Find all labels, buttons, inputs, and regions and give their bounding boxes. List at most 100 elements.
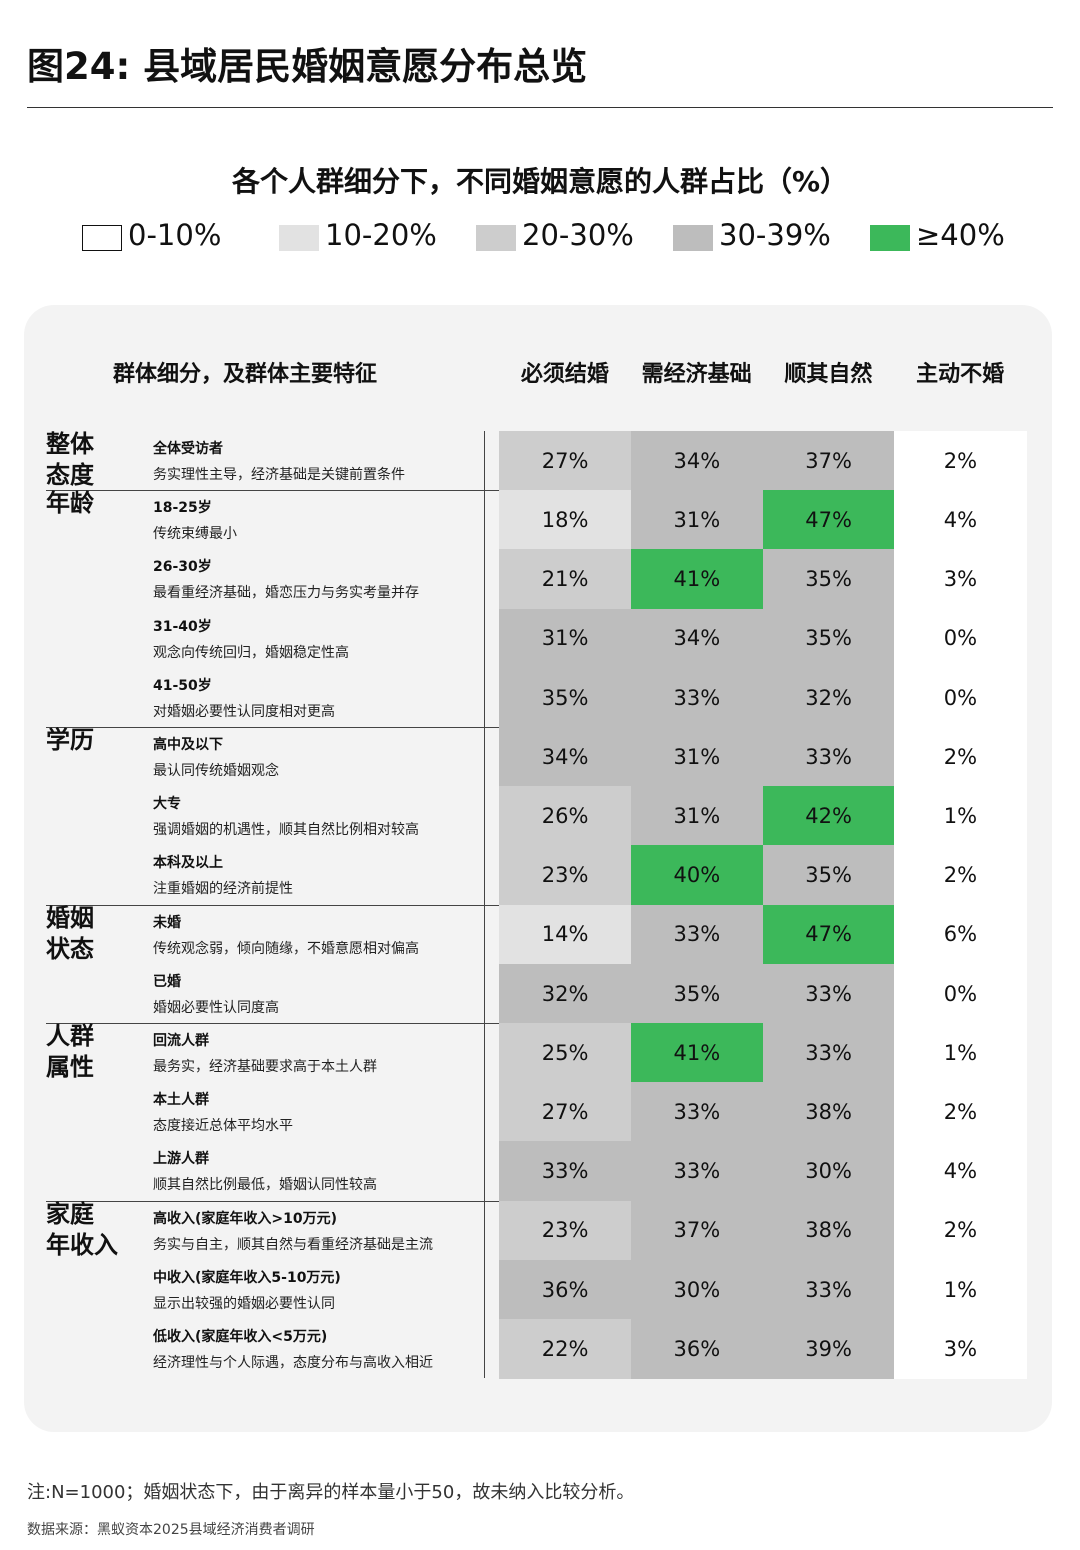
row-label: 高中及以下 bbox=[153, 737, 223, 753]
table-cell: 1% bbox=[894, 1023, 1027, 1083]
row-label: 回流人群 bbox=[153, 1033, 209, 1049]
table-cell: 21% bbox=[499, 549, 632, 610]
table-cell: 41% bbox=[630, 549, 763, 610]
group-name: 家庭 年收入 bbox=[46, 1199, 118, 1259]
title-rule bbox=[27, 107, 1053, 108]
chart-title: 各个人群细分下，不同婚姻意愿的人群占比（%） bbox=[231, 165, 849, 198]
table-cell: 39% bbox=[762, 1319, 895, 1379]
row-desc: 强调婚姻的机遇性，顺其自然比例相对较高 bbox=[153, 822, 419, 839]
legend-swatch bbox=[870, 225, 910, 251]
table-cell: 47% bbox=[762, 904, 895, 965]
row-desc: 婚姻必要性认同度高 bbox=[153, 999, 279, 1016]
table-cell: 33% bbox=[630, 1082, 763, 1142]
table-cell: 3% bbox=[894, 1319, 1027, 1379]
row-desc: 注重婚姻的经济前提性 bbox=[153, 881, 293, 898]
group-name: 人群 属性 bbox=[46, 1022, 94, 1081]
table-cell: 36% bbox=[499, 1259, 632, 1320]
legend-swatch bbox=[82, 225, 122, 251]
table-cell: 0% bbox=[894, 667, 1027, 728]
column-header: 必须结婚 bbox=[520, 362, 609, 387]
table-cell: 34% bbox=[630, 431, 763, 491]
table-cell: 33% bbox=[762, 1259, 895, 1320]
legend-label: 20-30% bbox=[522, 218, 634, 252]
table-cell: 33% bbox=[630, 1141, 763, 1202]
legend-label: 0-10% bbox=[128, 218, 222, 252]
table-cell: 35% bbox=[762, 549, 895, 610]
table-cell: 33% bbox=[499, 1141, 632, 1202]
row-desc: 显示出较强的婚姻必要性认同 bbox=[153, 1295, 335, 1312]
table-cell: 32% bbox=[762, 667, 895, 728]
row-desc: 顺其自然比例最低，婚姻认同性较高 bbox=[153, 1177, 377, 1194]
column-header: 顺其自然 bbox=[784, 362, 873, 387]
table-cell: 37% bbox=[762, 431, 895, 491]
table-cell: 33% bbox=[630, 667, 763, 728]
table-cell: 31% bbox=[630, 786, 763, 846]
row-desc: 最认同传统婚姻观念 bbox=[153, 763, 279, 779]
row-desc: 对婚姻必要性认同度相对更高 bbox=[153, 703, 335, 720]
row-label: 未婚 bbox=[153, 914, 181, 931]
row-desc: 观念向传统回归，婚姻稳定性高 bbox=[153, 644, 349, 661]
legend-label: 30-39% bbox=[719, 218, 831, 252]
group-name: 学历 bbox=[46, 726, 94, 754]
row-label: 已婚 bbox=[153, 973, 181, 990]
legend-swatch bbox=[476, 225, 516, 251]
row-label: 18-25岁 bbox=[153, 500, 212, 517]
table-cell: 27% bbox=[499, 1082, 632, 1142]
table-cell: 35% bbox=[762, 845, 895, 906]
table-cell: 31% bbox=[499, 608, 632, 669]
legend-label: ≥40% bbox=[916, 218, 1005, 252]
group-name: 婚姻 状态 bbox=[46, 903, 94, 963]
row-desc: 态度接近总体平均水平 bbox=[153, 1118, 293, 1135]
table-cell: 33% bbox=[762, 963, 895, 1024]
legend-swatch bbox=[673, 225, 713, 251]
table-cell: 26% bbox=[499, 786, 632, 846]
table-cell: 2% bbox=[894, 1200, 1027, 1261]
table-cell: 25% bbox=[499, 1023, 632, 1083]
table-cell: 40% bbox=[630, 845, 763, 906]
row-desc: 务实与自主，顺其自然与看重经济基础是主流 bbox=[153, 1236, 433, 1253]
table-cell: 14% bbox=[499, 904, 632, 965]
row-desc: 最务实，经济基础要求高于本土人群 bbox=[153, 1059, 377, 1075]
table-cell: 33% bbox=[630, 904, 763, 965]
row-desc: 务实理性主导，经济基础是关键前置条件 bbox=[153, 467, 405, 483]
row-label: 41-50岁 bbox=[153, 677, 212, 694]
table-cell: 2% bbox=[894, 845, 1027, 906]
table-cell: 42% bbox=[762, 786, 895, 846]
table-cell: 23% bbox=[499, 845, 632, 906]
row-label: 上游人群 bbox=[153, 1151, 209, 1168]
row-desc: 最看重经济基础，婚恋压力与务实考量并存 bbox=[153, 585, 419, 602]
row-label: 中收入(家庭年收入5-10万元) bbox=[153, 1269, 341, 1286]
table-cell: 6% bbox=[894, 904, 1027, 965]
group-name: 整体 态度 bbox=[46, 430, 94, 489]
table-cell: 34% bbox=[499, 727, 632, 787]
row-desc: 经济理性与个人际遇，态度分布与高收入相近 bbox=[153, 1355, 433, 1371]
table-cell: 27% bbox=[499, 431, 632, 491]
row-label: 全体受访者 bbox=[153, 441, 223, 457]
row-label: 31-40岁 bbox=[153, 618, 212, 635]
table-cell: 38% bbox=[762, 1200, 895, 1261]
table-cell: 33% bbox=[762, 727, 895, 787]
table-cell: 2% bbox=[894, 727, 1027, 787]
group-name: 年龄 bbox=[46, 489, 94, 518]
row-label: 本科及以上 bbox=[153, 855, 223, 872]
table-cell: 4% bbox=[894, 1141, 1027, 1202]
table-cell: 47% bbox=[762, 490, 895, 550]
row-label: 低收入(家庭年收入<5万元) bbox=[153, 1329, 328, 1345]
row-label: 26-30岁 bbox=[153, 559, 212, 576]
table-cell: 4% bbox=[894, 490, 1027, 550]
table-cell: 33% bbox=[762, 1023, 895, 1083]
source: 数据来源：黑蚁资本2025县域经济消费者调研 bbox=[27, 1522, 315, 1538]
row-label: 大专 bbox=[153, 796, 181, 813]
row-label: 高收入(家庭年收入>10万元) bbox=[153, 1210, 338, 1227]
table-cell: 3% bbox=[894, 549, 1027, 610]
table-cell: 0% bbox=[894, 608, 1027, 669]
table-cell: 38% bbox=[762, 1082, 895, 1142]
column-header: 需经济基础 bbox=[641, 362, 752, 387]
table-cell: 1% bbox=[894, 786, 1027, 846]
table-cell: 1% bbox=[894, 1259, 1027, 1320]
note: 注:N=1000；婚姻状态下，由于离异的样本量小于50，故未纳入比较分析。 bbox=[27, 1482, 635, 1503]
row-label: 本土人群 bbox=[153, 1092, 209, 1109]
table-cell: 30% bbox=[630, 1259, 763, 1320]
table-cell: 31% bbox=[630, 490, 763, 550]
